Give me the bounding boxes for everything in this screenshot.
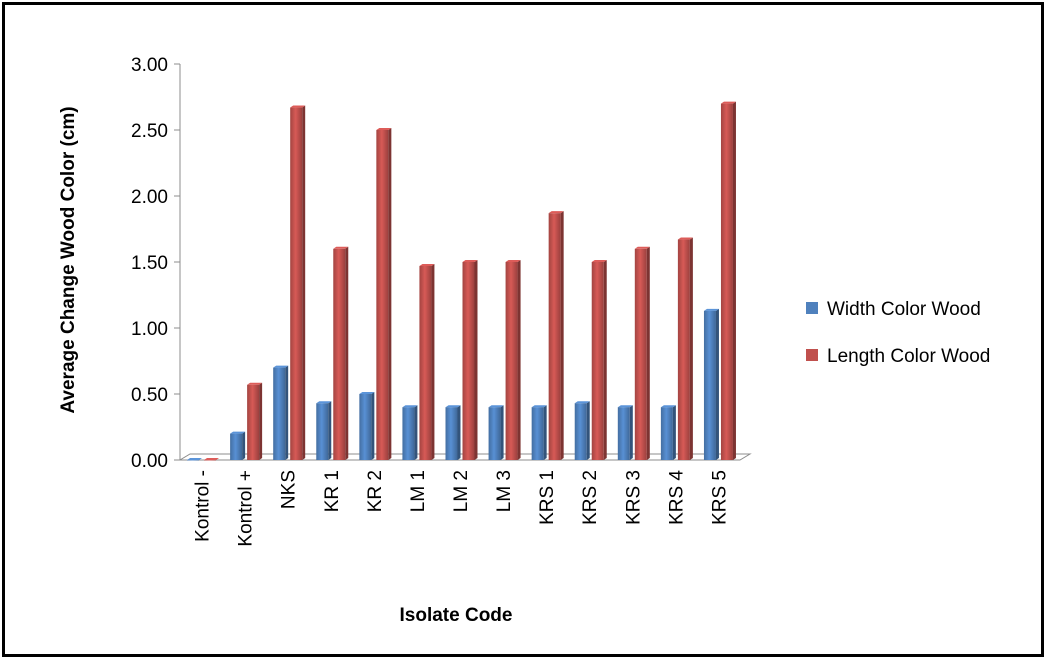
bar-length-5 bbox=[419, 263, 435, 460]
x-tick-label: NKS bbox=[279, 470, 300, 509]
x-tick-label: KR 2 bbox=[365, 470, 386, 512]
legend-label-1: Length Color Wood bbox=[827, 346, 990, 367]
x-tick-label: KRS 4 bbox=[666, 470, 687, 525]
y-tick-label: 0.50 bbox=[131, 385, 168, 406]
bar-width-3 bbox=[316, 401, 332, 460]
x-tick-label: KRS 5 bbox=[709, 470, 730, 525]
y-axis-title: Average Change Wood Color (cm) bbox=[58, 106, 79, 413]
y-tick-label: 0.00 bbox=[131, 451, 168, 472]
x-tick-label: KR 1 bbox=[322, 470, 343, 512]
bar-length-3 bbox=[333, 246, 349, 460]
bar-length-12 bbox=[720, 101, 736, 460]
bar-length-4 bbox=[376, 128, 392, 460]
bar-length-0 bbox=[204, 458, 220, 461]
bar-length-10 bbox=[634, 246, 650, 460]
x-tick-label: LM 3 bbox=[494, 470, 515, 512]
bar-width-11 bbox=[660, 405, 676, 460]
y-tick-label: 2.50 bbox=[131, 121, 168, 142]
bar-length-8 bbox=[548, 211, 564, 460]
bar-length-6 bbox=[462, 260, 478, 460]
x-tick-label: KRS 2 bbox=[580, 470, 601, 525]
bar-width-1 bbox=[230, 431, 246, 460]
y-axis-ticks: 0.00 0.50 1.00 1.50 2.00 2.50 3.00 bbox=[131, 55, 180, 472]
chart-bars bbox=[187, 101, 736, 461]
x-axis-ticks: Kontrol - Kontrol + NKS KR 1 KR 2 LM 1 LM 2 LM … bbox=[193, 470, 731, 547]
x-tick-label: Kontrol + bbox=[236, 470, 257, 547]
bar-width-9 bbox=[574, 401, 590, 460]
bar-width-10 bbox=[617, 405, 633, 460]
x-tick-label: KRS 3 bbox=[623, 470, 644, 525]
bar-length-2 bbox=[290, 105, 306, 460]
bar-length-7 bbox=[505, 260, 521, 460]
y-tick-label: 1.50 bbox=[131, 253, 168, 274]
y-tick-label: 2.00 bbox=[131, 187, 168, 208]
bar-length-11 bbox=[677, 237, 693, 460]
x-tick-label: KRS 1 bbox=[537, 470, 558, 525]
bar-width-8 bbox=[531, 405, 547, 460]
y-tick-label: 1.00 bbox=[131, 319, 168, 340]
bar-width-7 bbox=[488, 405, 504, 460]
bar-width-5 bbox=[402, 405, 418, 460]
bar-width-2 bbox=[273, 365, 289, 460]
legend: Width Color Wood Length Color Wood bbox=[806, 299, 990, 367]
legend-label-0: Width Color Wood bbox=[827, 299, 981, 320]
bar-width-12 bbox=[703, 308, 719, 460]
bar-width-6 bbox=[445, 405, 461, 460]
x-axis-title: Isolate Code bbox=[400, 605, 513, 626]
bar-width-0 bbox=[187, 458, 203, 461]
bar-width-4 bbox=[359, 392, 375, 460]
y-tick-label: 3.00 bbox=[131, 55, 168, 76]
bar-length-9 bbox=[591, 260, 607, 460]
x-tick-label: LM 2 bbox=[451, 470, 472, 512]
legend-swatch-1 bbox=[806, 349, 818, 361]
x-tick-label: LM 1 bbox=[408, 470, 429, 512]
bar-length-1 bbox=[247, 382, 263, 460]
legend-swatch-0 bbox=[806, 302, 818, 314]
x-tick-label: Kontrol - bbox=[193, 470, 214, 542]
